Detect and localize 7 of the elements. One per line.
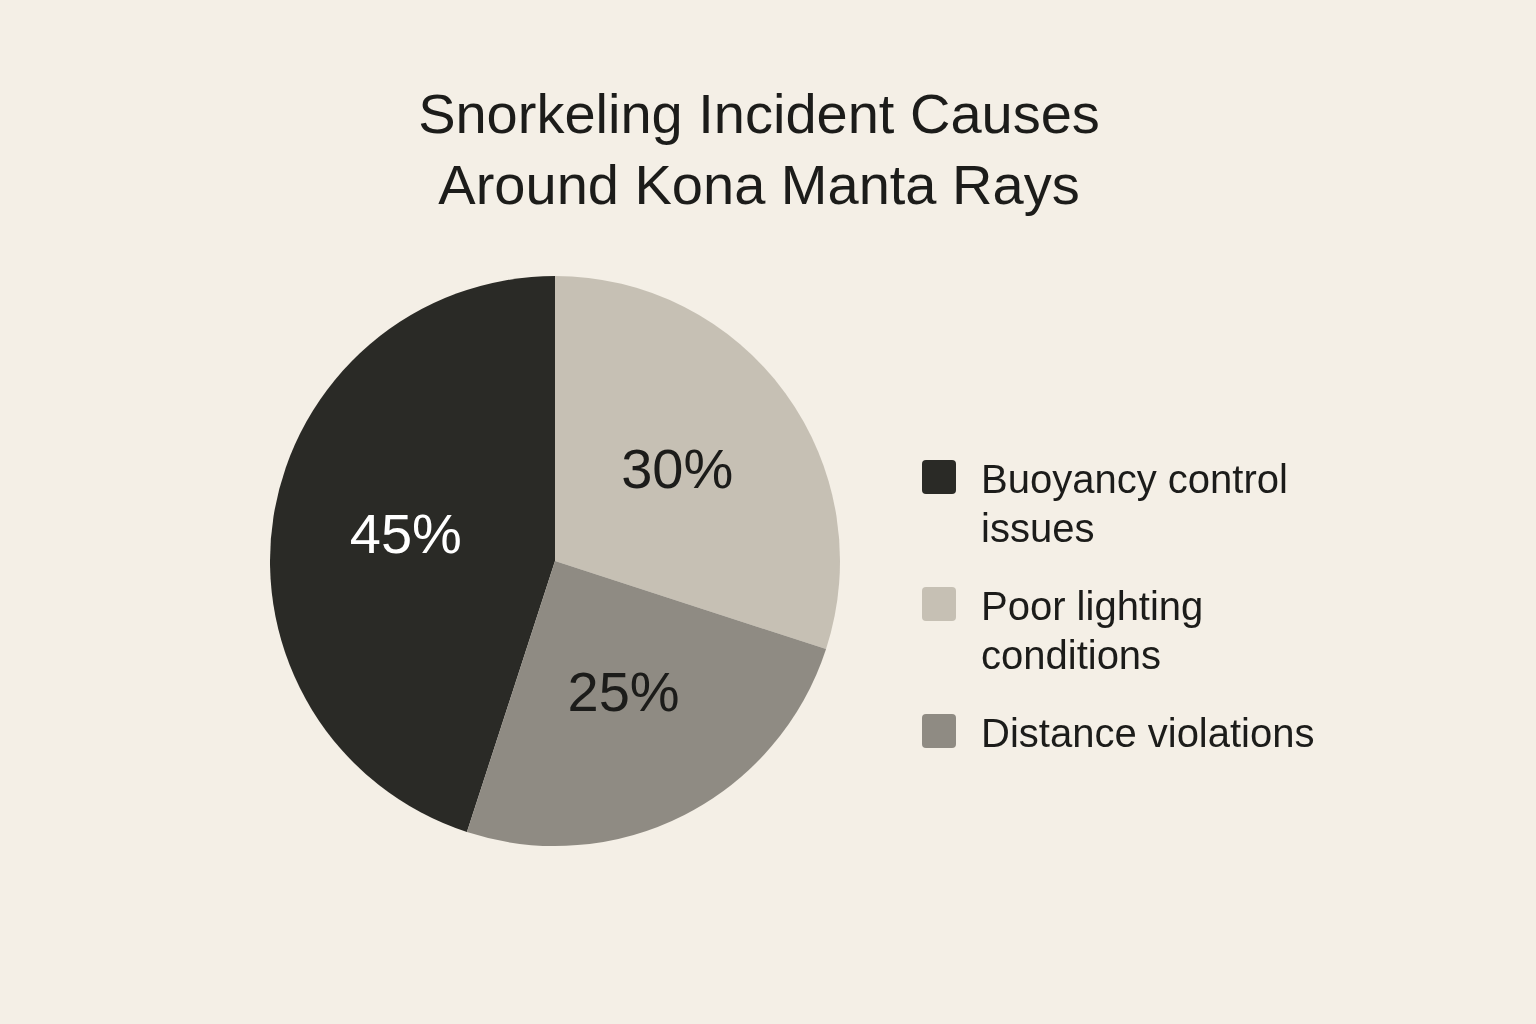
data-label: 45% [349,501,462,565]
legend-label: Buoyancy control issues [981,456,1289,552]
data-label: 25% [567,660,680,724]
legend-label: Poor lighting conditions [981,583,1205,679]
chart-title: Snorkeling Incident Causes Around Kona Manta Rays [417,81,1101,218]
data-label: 30% [621,436,734,500]
legend-label: Distance violations [981,710,1316,757]
